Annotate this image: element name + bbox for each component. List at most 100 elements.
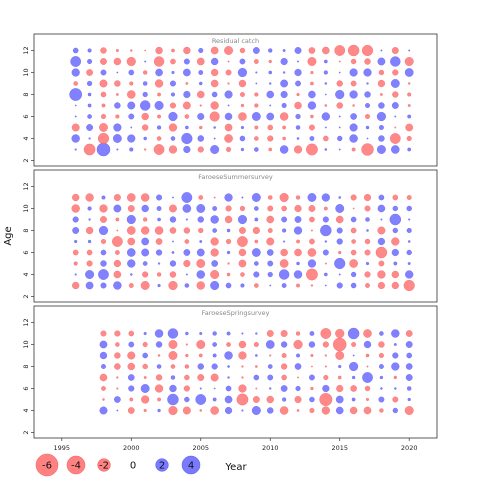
bubble	[296, 353, 300, 358]
bubble	[143, 136, 147, 141]
bubble	[379, 364, 384, 369]
bubble	[225, 282, 232, 289]
bubble	[378, 353, 384, 358]
bubble	[156, 125, 162, 130]
legend-bubble	[66, 455, 86, 475]
y-tick-label: 10	[22, 204, 30, 212]
bubble	[335, 204, 345, 213]
bubble	[155, 374, 163, 381]
bubble	[266, 90, 274, 99]
bubble	[239, 47, 246, 54]
bubble	[240, 272, 245, 277]
bubble	[196, 281, 205, 290]
bubble	[350, 58, 357, 65]
bubble	[116, 229, 119, 232]
bubble	[155, 46, 163, 55]
bubble	[170, 102, 176, 109]
bubble	[281, 216, 288, 223]
bubble	[394, 387, 397, 390]
bubble	[320, 328, 332, 339]
bubble	[155, 238, 163, 245]
y-tick-label: 2	[22, 158, 30, 162]
bubble	[85, 193, 94, 202]
bubble	[238, 248, 247, 257]
bubble	[294, 68, 302, 77]
bubble	[210, 145, 220, 154]
bubble	[113, 270, 122, 279]
bubble	[212, 228, 217, 233]
bubble	[254, 103, 259, 108]
bubble	[391, 237, 400, 246]
bubble	[97, 132, 110, 145]
bubble	[405, 123, 414, 132]
bubble	[71, 123, 80, 132]
bubble	[324, 240, 327, 243]
bubble	[266, 395, 274, 404]
bubble	[364, 205, 371, 212]
bubble	[296, 261, 300, 266]
bubble	[324, 354, 327, 357]
bubble	[309, 331, 315, 336]
bubble	[141, 112, 149, 121]
bubble	[391, 329, 400, 338]
bubble	[391, 47, 399, 54]
bubble	[363, 406, 372, 415]
bubble	[281, 341, 288, 348]
bubble	[404, 68, 414, 77]
bubble	[224, 112, 233, 121]
bubble	[225, 385, 232, 392]
bubble	[365, 217, 370, 222]
bubble	[322, 384, 330, 393]
bubble	[226, 272, 231, 277]
bubble	[142, 124, 149, 131]
bubble	[213, 126, 216, 129]
bubble	[183, 249, 191, 256]
bubble	[307, 57, 317, 66]
bubble	[308, 205, 316, 212]
bubble	[72, 227, 80, 234]
bubble	[294, 47, 302, 54]
bubble	[377, 281, 385, 290]
bubble	[268, 59, 272, 64]
bubble	[140, 100, 151, 111]
bubble	[142, 352, 148, 359]
bubble	[226, 250, 231, 255]
bubble	[283, 240, 286, 243]
bubble	[88, 137, 91, 140]
bubble	[389, 133, 401, 144]
bubble	[376, 145, 386, 154]
bubble	[254, 136, 259, 141]
bubble	[185, 331, 189, 336]
bubble	[127, 101, 136, 110]
bubble	[212, 206, 218, 211]
bubble	[361, 143, 374, 156]
bubble	[365, 103, 370, 108]
bubble	[279, 259, 289, 268]
bubble	[267, 260, 274, 267]
bubble	[128, 385, 135, 392]
bubble	[169, 204, 177, 213]
bubble	[226, 146, 232, 153]
bubble	[168, 111, 178, 122]
bubble	[100, 69, 107, 76]
bubble	[72, 249, 79, 256]
bubble	[392, 396, 399, 403]
bubble	[101, 364, 106, 369]
bubble	[182, 101, 191, 110]
bubble	[311, 229, 313, 232]
bubble	[251, 112, 261, 121]
bubble	[211, 68, 219, 77]
bubble	[182, 204, 192, 213]
bubble	[281, 374, 287, 381]
bubble	[72, 47, 79, 54]
bubble	[85, 281, 94, 290]
bubble	[324, 272, 328, 277]
bubble	[321, 193, 330, 202]
bubble	[85, 270, 95, 279]
bubble	[251, 406, 261, 415]
bubble	[334, 45, 346, 56]
bubble	[323, 206, 328, 211]
bubble	[238, 340, 247, 349]
bubble	[142, 91, 148, 98]
bubble	[114, 102, 121, 109]
